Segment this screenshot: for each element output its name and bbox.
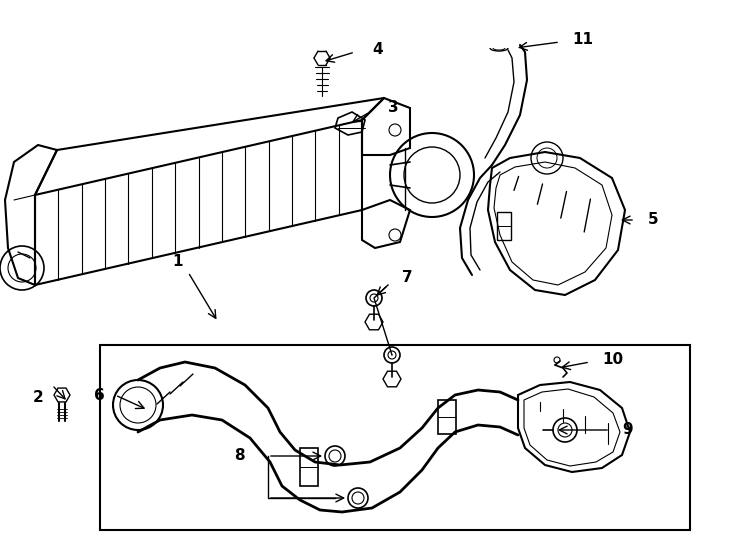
Text: 8: 8 bbox=[234, 449, 245, 463]
Text: 10: 10 bbox=[602, 353, 623, 368]
Circle shape bbox=[553, 418, 577, 442]
Text: 5: 5 bbox=[648, 213, 658, 227]
Text: 4: 4 bbox=[372, 43, 382, 57]
Circle shape bbox=[384, 347, 400, 363]
Text: 2: 2 bbox=[32, 390, 43, 406]
Bar bbox=[300, 448, 318, 486]
Bar bbox=[100, 345, 690, 530]
Text: 1: 1 bbox=[172, 254, 184, 269]
Circle shape bbox=[348, 488, 368, 508]
Bar bbox=[497, 212, 511, 240]
Bar bbox=[438, 400, 456, 434]
Text: 6: 6 bbox=[94, 388, 105, 402]
Text: 7: 7 bbox=[402, 271, 413, 286]
Text: 3: 3 bbox=[388, 100, 399, 116]
Text: 11: 11 bbox=[572, 32, 593, 48]
Circle shape bbox=[325, 446, 345, 466]
Text: 9: 9 bbox=[622, 422, 633, 437]
Circle shape bbox=[366, 290, 382, 306]
